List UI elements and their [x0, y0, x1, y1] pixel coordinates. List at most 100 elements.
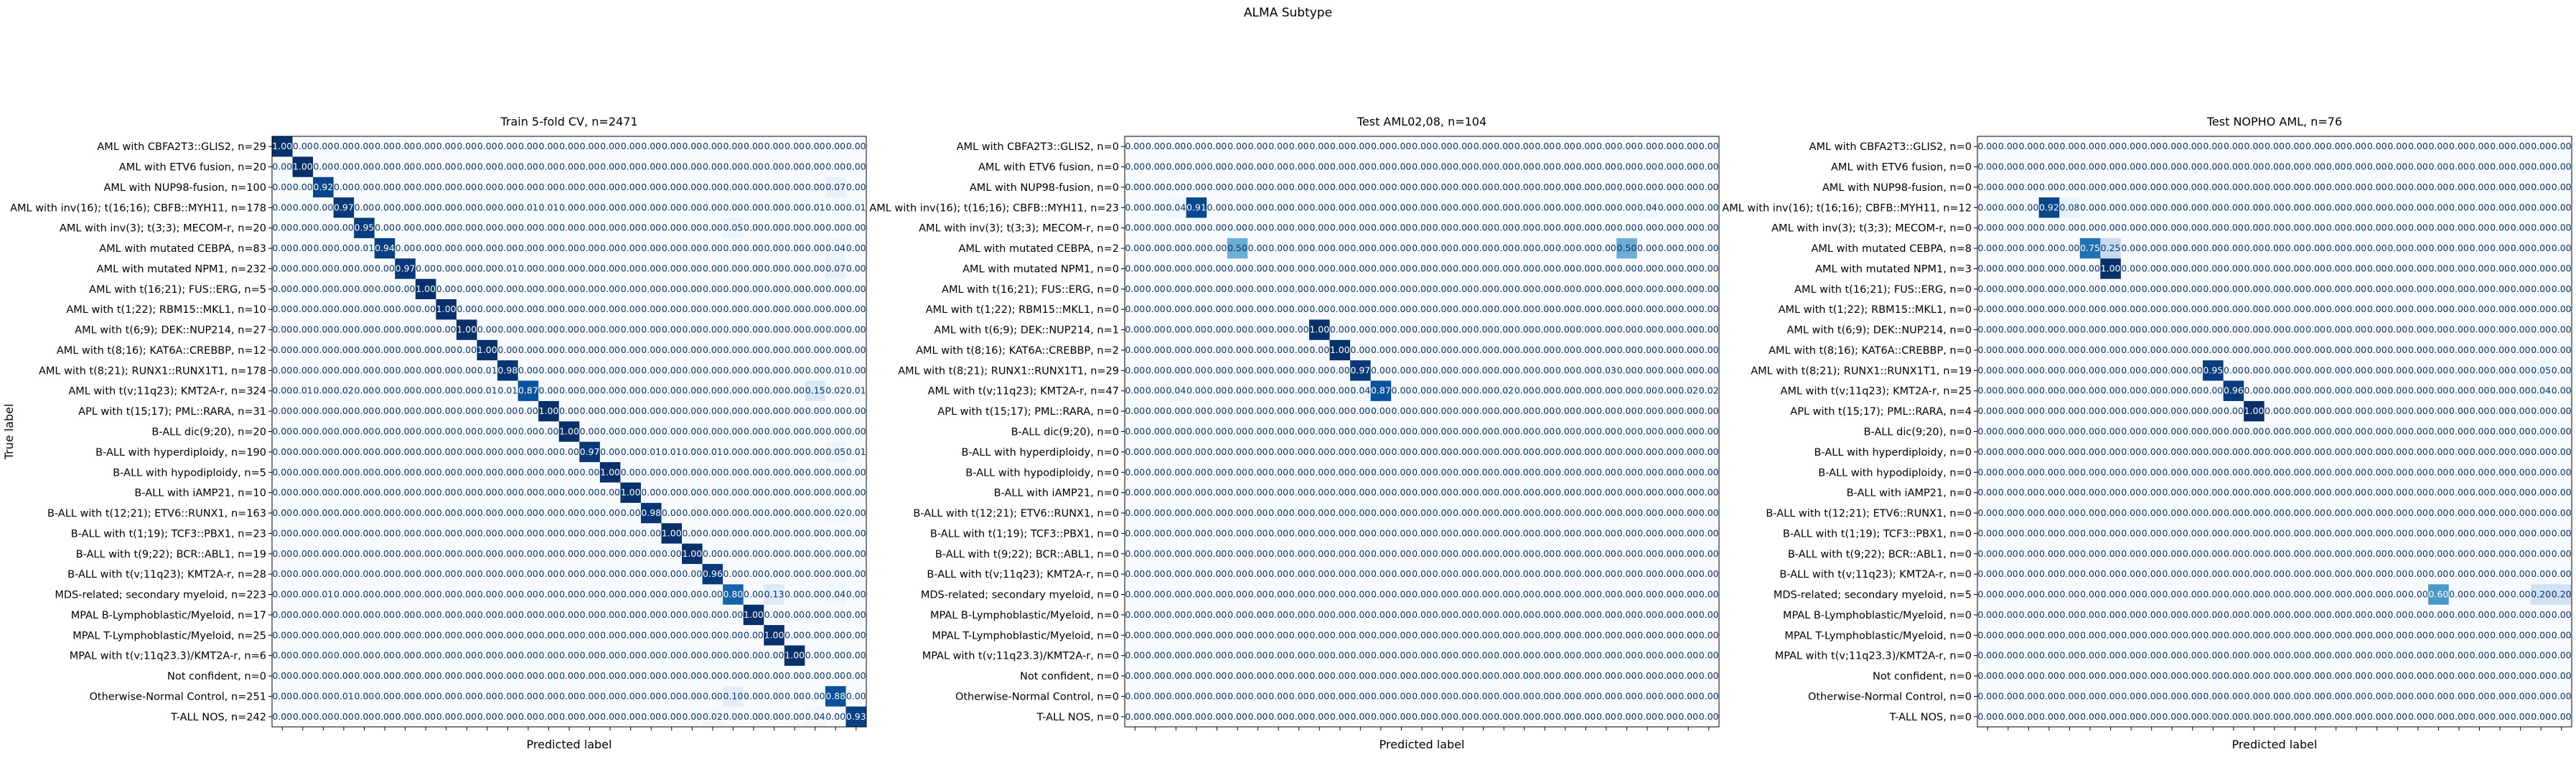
cell-value-label: 0.00	[2018, 283, 2038, 294]
cell-value-label: 0.00	[2470, 548, 2490, 559]
cell-value-label: 0.00	[2367, 304, 2387, 314]
cell-value-label: 0.00	[2203, 222, 2223, 233]
cell-value-label: 0.00	[2039, 405, 2059, 416]
cell-value-label: 0.00	[2142, 568, 2162, 579]
cell-value-label: 0.00	[2203, 405, 2223, 416]
cell-value-label: 0.00	[2080, 222, 2100, 233]
cell-value-label: 0.00	[2018, 344, 2038, 355]
cell-value-label: 0.00	[2346, 243, 2366, 253]
cell-value-label: 0.00	[1977, 365, 1997, 375]
cell-value-label: 0.00	[2080, 629, 2100, 640]
cell-value-label: 0.00	[600, 182, 620, 192]
cell-value-label: 0.00	[2449, 304, 2469, 314]
cell-value-label: 0.00	[518, 141, 538, 151]
cell-value-label: 0.00	[2183, 487, 2203, 498]
heatmap-cell	[415, 136, 436, 157]
cell-value-label: 0.00	[2449, 548, 2469, 559]
cell-value-label: 0.00	[2470, 365, 2490, 375]
cell-value-label: 0.00	[744, 141, 764, 151]
cell-value-label: 0.00	[2408, 344, 2428, 355]
cell-value-label: 0.00	[2449, 446, 2469, 457]
heatmap-cell	[784, 136, 805, 157]
heatmap-cell	[354, 177, 375, 198]
cell-value-label: 0.00	[2346, 466, 2366, 477]
cell-value-label: 0.00	[2305, 507, 2326, 518]
heatmap-cell	[354, 156, 375, 178]
figure-title: ALMA Subtype	[1243, 6, 1333, 20]
cell-value-label: 0.00	[1977, 466, 1997, 477]
cell-value-label: 0.00	[723, 141, 743, 151]
cell-value-label: 0.00	[682, 182, 702, 192]
cell-value-label: 0.00	[334, 182, 354, 192]
cell-value-label: 0.00	[559, 141, 579, 151]
cell-value-label: 0.00	[2224, 283, 2244, 294]
cell-value-label: 0.00	[2101, 548, 2121, 559]
cell-value-label: 0.00	[2346, 426, 2366, 437]
cell-value-label: 0.00	[2162, 243, 2182, 253]
cell-value-label: 0.00	[2244, 182, 2264, 192]
cell-value-label: 0.00	[2080, 385, 2100, 396]
heatmap-cell	[415, 177, 436, 198]
cell-value-label: 0.00	[456, 182, 477, 192]
cell-value-label: 0.00	[2285, 446, 2305, 457]
cell-value-label: 0.00	[2449, 527, 2469, 538]
heatmap-cell	[477, 177, 498, 198]
cell-value-label: 0.00	[2018, 405, 2038, 416]
cell-value-label: 0.00	[682, 161, 702, 172]
cell-value-label: 0.00	[2244, 324, 2264, 335]
cell-value-label: 0.00	[2121, 283, 2141, 294]
cell-value-label: 0.00	[2490, 385, 2510, 396]
cell-value-label: 0.00	[1998, 222, 2018, 233]
cell-value-label: 0.00	[2408, 161, 2428, 172]
cell-value-label: 0.00	[2121, 141, 2141, 151]
cell-value-label: 0.00	[2326, 141, 2346, 151]
cell-value-label: 0.00	[2121, 405, 2141, 416]
cell-value-label: 0.00	[2244, 304, 2264, 314]
cell-value-label: 0.00	[2387, 182, 2407, 192]
cell-value-label: 0.00	[2511, 365, 2531, 375]
cell-value-label: 0.00	[2470, 405, 2490, 416]
cell-value-label: 0.00	[2121, 507, 2141, 518]
cell-value-label: 0.00	[2162, 304, 2182, 314]
cell-value-label: 0.00	[2490, 568, 2510, 579]
cell-value-label: 0.00	[2449, 222, 2469, 233]
cell-value-label: 0.00	[846, 161, 866, 172]
cell-value-label: 0.00	[2101, 283, 2121, 294]
cell-value-label: 0.00	[2408, 446, 2428, 457]
cell-value-label: 0.20	[2552, 589, 2572, 600]
cell-value-label: 0.00	[2060, 426, 2080, 437]
cell-value-label: 0.00	[2552, 568, 2572, 579]
heatmap-cell	[395, 156, 416, 178]
cell-value-label: 0.00	[2387, 202, 2407, 212]
cell-value-label: 0.00	[2552, 466, 2572, 477]
cell-value-label: 0.00	[2039, 589, 2059, 600]
cell-value-label: 0.00	[2039, 222, 2059, 233]
heatmap-cell	[558, 156, 580, 178]
cell-value-label: 0.00	[2224, 527, 2244, 538]
cell-value-label: 0.00	[2490, 161, 2510, 172]
cell-value-label: 0.00	[2449, 243, 2469, 253]
cell-value-label: 0.00	[2490, 202, 2510, 212]
cell-value-label: 0.00	[2142, 344, 2162, 355]
heatmap-cell	[456, 177, 477, 198]
cell-value-label: 0.00	[2183, 182, 2203, 192]
cell-value-label: 0.00	[334, 141, 354, 151]
cell-value-label: 0.00	[2552, 161, 2572, 172]
cell-value-label: 0.00	[2183, 385, 2203, 396]
cell-value-label: 0.00	[2183, 161, 2203, 172]
cell-value-label: 0.00	[2264, 365, 2285, 375]
cell-value-label: 0.00	[2387, 243, 2407, 253]
cell-value-label: 0.00	[2367, 405, 2387, 416]
cell-value-label: 0.00	[2408, 141, 2428, 151]
cell-value-label: 0.00	[539, 161, 559, 172]
cell-value-label: 0.00	[641, 141, 661, 151]
cell-value-label: 0.00	[2470, 243, 2490, 253]
cell-value-label: 0.00	[2387, 263, 2407, 273]
cell-value-label: 0.00	[2346, 385, 2366, 396]
cell-value-label: 0.00	[2305, 141, 2326, 151]
cell-value-label: 0.00	[2531, 283, 2551, 294]
cell-value-label: 0.00	[2121, 222, 2141, 233]
cell-value-label: 0.00	[2121, 487, 2141, 498]
cell-value-label: 0.00	[2203, 466, 2223, 477]
cell-value-label: 0.00	[355, 182, 375, 192]
